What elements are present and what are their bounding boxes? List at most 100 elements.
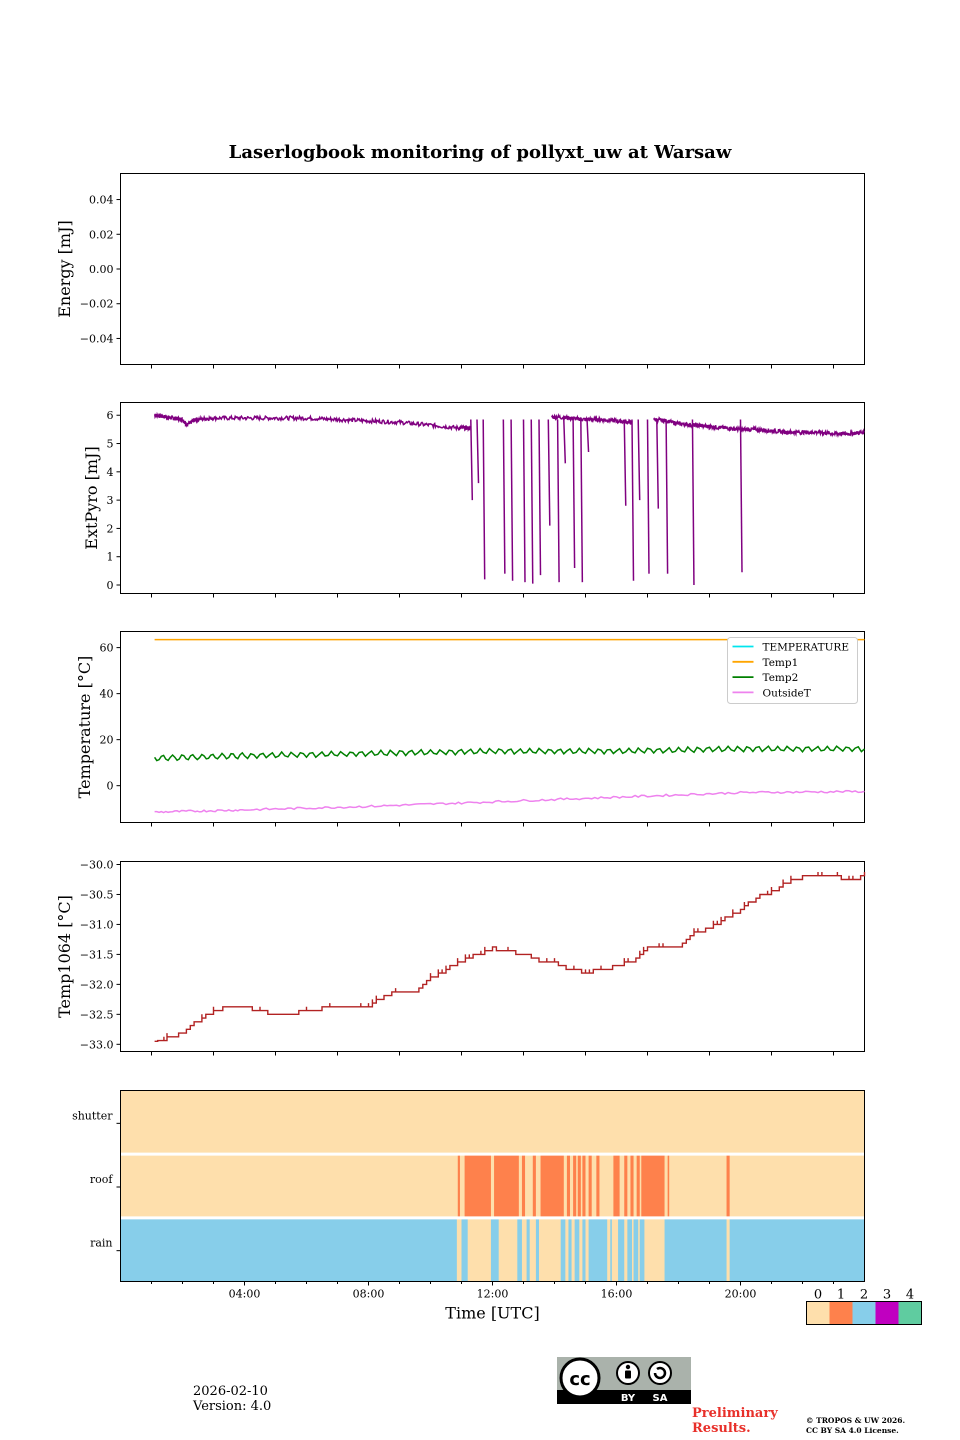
pyro-dropout xyxy=(637,419,641,501)
series-line-extpyro xyxy=(653,415,865,439)
series-line-temp2 xyxy=(153,745,865,762)
y-tick-label: 6 xyxy=(107,409,114,422)
copyright-line-2: CC BY SA 4.0 License. xyxy=(806,1426,899,1435)
row-label-roof: roof xyxy=(90,1173,114,1186)
series-line-outsidet xyxy=(154,789,865,814)
y-tick-label: −0.04 xyxy=(80,332,114,345)
series-line-extpyro xyxy=(153,411,472,432)
pyro-dropout xyxy=(510,419,514,581)
colorbar-swatch xyxy=(898,1301,922,1325)
pyro-dropout xyxy=(572,419,576,569)
colorbar-swatch xyxy=(806,1301,830,1325)
status-cell-roof xyxy=(457,1154,460,1218)
status-cell-roof xyxy=(577,1154,581,1218)
y-tick-label: 2 xyxy=(107,522,114,535)
status-cell-roof xyxy=(596,1154,600,1218)
pyro-dropout xyxy=(482,419,486,580)
copyright-notice: © TROPOS & UW 2026. CC BY SA 4.0 License… xyxy=(806,1416,905,1436)
status-cell-rain xyxy=(467,1217,491,1282)
y-tick-label: 4 xyxy=(107,466,114,479)
status-cell-roof xyxy=(667,1154,670,1218)
legend: TEMPERATURE Temp1 Temp2 OutsideT xyxy=(727,637,858,704)
status-cell-rain xyxy=(638,1217,640,1282)
pyro-dropout xyxy=(665,419,669,574)
colorbar-frame xyxy=(806,1301,922,1325)
status-cell-rain xyxy=(632,1217,634,1282)
y-tick-label: 0.02 xyxy=(89,228,114,241)
preliminary-line-1: Preliminary xyxy=(692,1406,778,1421)
panel-4: −30.0 −30.5 −31.0 −31.5 −32.0 −32.5 −33.0 Temp1… xyxy=(55,858,866,1056)
status-cell-roof xyxy=(494,1154,519,1218)
status-cell-roof xyxy=(630,1154,634,1218)
plot-frame xyxy=(120,173,865,365)
status-cell-rain xyxy=(579,1217,583,1282)
status-cell-roof xyxy=(464,1154,491,1218)
y-tick-label: −30.5 xyxy=(80,888,114,901)
colorbar-swatch xyxy=(829,1301,853,1325)
pyro-dropout xyxy=(470,419,474,501)
y-tick-label: 0.04 xyxy=(89,194,114,207)
y-axis-label: ExtPyro [mJ] xyxy=(82,446,101,549)
x-tick-label: 12:00 xyxy=(477,1288,509,1301)
status-cell-rain xyxy=(585,1217,589,1282)
y-tick-label: 20 xyxy=(100,734,114,747)
row-label-shutter: shutter xyxy=(72,1109,113,1122)
y-tick-label: −30.0 xyxy=(80,858,114,871)
status-cell-rain xyxy=(539,1217,561,1282)
pyro-dropout xyxy=(631,419,635,581)
cc-by-label: BY xyxy=(621,1393,636,1404)
pyro-dropout xyxy=(646,419,650,574)
pyro-dropout xyxy=(556,419,560,583)
status-cell-roof xyxy=(540,1154,564,1218)
status-cell-rain xyxy=(644,1217,665,1282)
pyro-dropout xyxy=(563,419,567,464)
status-cell-roof xyxy=(521,1154,526,1218)
y-tick-label: −0.02 xyxy=(80,298,114,311)
pyro-dropout xyxy=(580,419,584,583)
pyro-dropout xyxy=(586,419,590,453)
cc-by-sa-badge: cc BY SA xyxy=(557,1357,691,1404)
panel-5: shutter roof rain 04:00 08:00 12:00 16:00 20:00… xyxy=(72,1090,865,1323)
status-cell-rain xyxy=(498,1217,518,1282)
status-row-roof xyxy=(120,1154,865,1218)
panel-1: 0.04 0.02 0.00 −0.02 −0.04 Energy [mJ] xyxy=(55,173,865,369)
preliminary-results-label: Preliminary Results. xyxy=(692,1406,778,1436)
status-cell-rain xyxy=(607,1217,611,1282)
pyro-dropout xyxy=(522,419,526,583)
colorbar-label: 0 xyxy=(814,1288,822,1303)
legend-label: Temp2 xyxy=(763,672,799,684)
pyro-dropout xyxy=(476,419,480,484)
y-axis-label: Energy [mJ] xyxy=(55,220,74,318)
plot-frame xyxy=(120,861,865,1052)
status-cell-roof xyxy=(588,1154,592,1218)
x-tick-label: 20:00 xyxy=(725,1288,757,1301)
pyro-dropout xyxy=(691,419,695,586)
status-cell-rain xyxy=(529,1217,536,1282)
pyro-dropout xyxy=(502,419,506,574)
colorbar-label: 3 xyxy=(883,1288,891,1303)
status-cell-rain xyxy=(521,1217,527,1282)
cc-logo-text: cc xyxy=(569,1369,590,1390)
status-cell-roof xyxy=(532,1154,536,1218)
status-cell-rain xyxy=(624,1217,628,1282)
status-cell-roof xyxy=(616,1154,620,1218)
y-tick-label: 0 xyxy=(107,780,114,793)
panel-2: 0 1 2 3 4 5 6 ExtPyro [mJ] xyxy=(82,402,865,598)
y-tick-label: −32.5 xyxy=(80,1008,114,1021)
y-tick-label: 3 xyxy=(107,494,114,507)
status-cell-roof xyxy=(573,1154,577,1218)
status-cell-rain xyxy=(571,1217,575,1282)
plot-frame xyxy=(120,402,865,594)
y-tick-label: 5 xyxy=(107,438,114,451)
y-tick-label: 1 xyxy=(107,551,114,564)
pyro-dropout xyxy=(656,419,660,509)
status-cell-roof xyxy=(636,1154,640,1218)
status-row-rain xyxy=(120,1217,865,1282)
pyro-dropout xyxy=(623,419,627,506)
series-line-extpyro xyxy=(551,412,633,426)
x-tick-label: 08:00 xyxy=(353,1288,385,1301)
status-cell-roof xyxy=(641,1154,665,1218)
